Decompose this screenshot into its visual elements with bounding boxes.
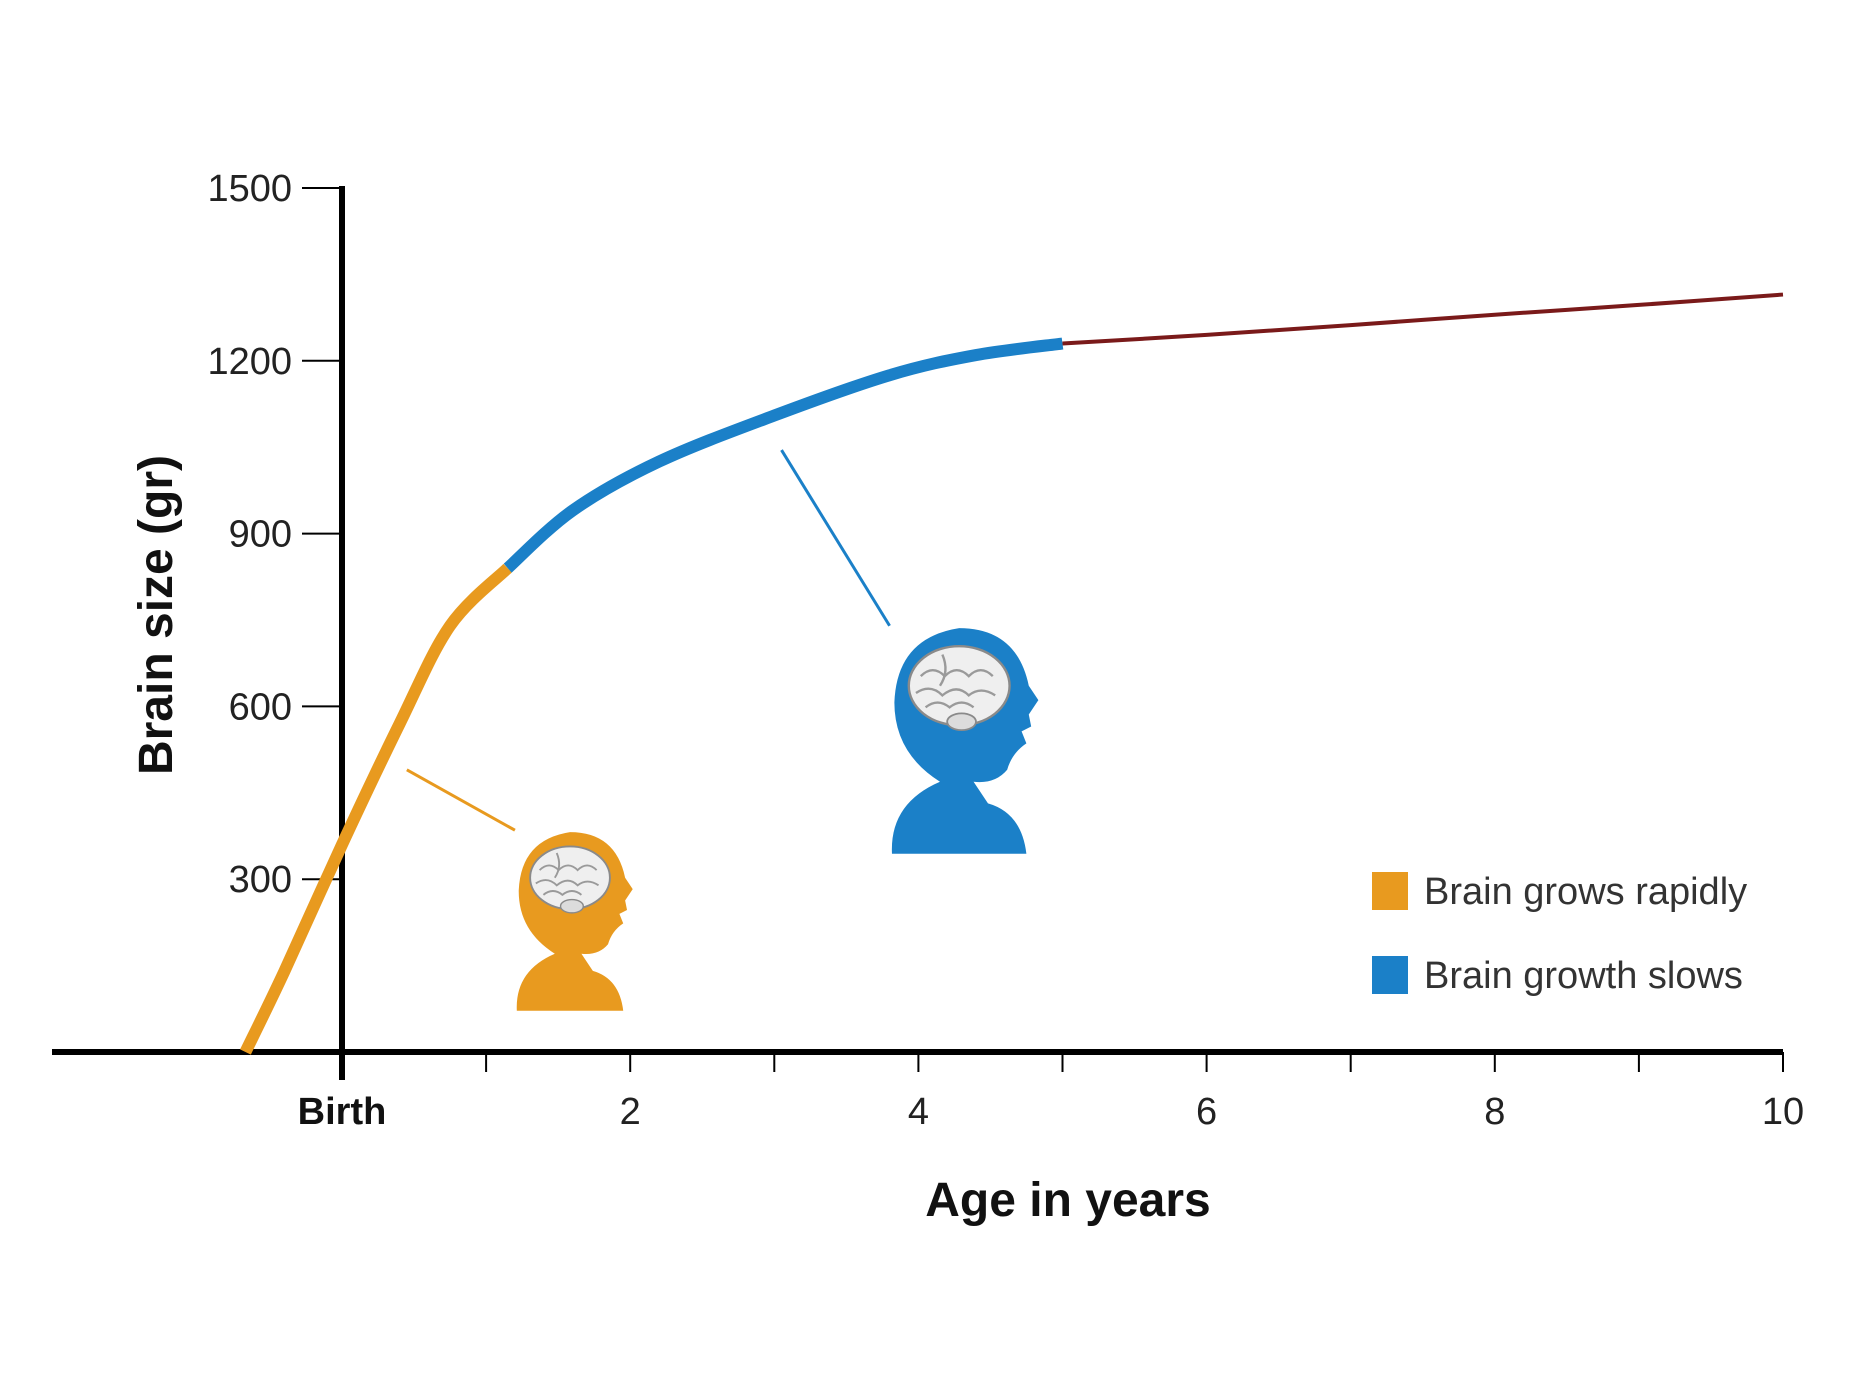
y-tick-label: 300 xyxy=(229,859,292,901)
series-segment-2 xyxy=(503,337,1064,573)
axes xyxy=(52,186,1783,1080)
x-minor-ticks xyxy=(485,1052,1784,1072)
legend: Brain grows rapidly Brain growth slows xyxy=(1372,871,1747,997)
child-head-leader-line xyxy=(780,449,891,627)
legend-swatch xyxy=(1372,956,1408,994)
annotations xyxy=(406,449,1039,1011)
x-tick-label: 2 xyxy=(620,1091,641,1133)
infant-head-icon xyxy=(516,832,633,1011)
x-tick-label: 10 xyxy=(1762,1091,1804,1133)
infant-head-leader-line xyxy=(406,768,516,832)
child-head-icon xyxy=(891,628,1039,854)
y-tick-label: 900 xyxy=(229,514,292,556)
x-ticks: Birth 2 4 6 8 10 xyxy=(298,1091,1804,1133)
series-segment-3 xyxy=(1062,292,1784,346)
y-ticks: 300 600 900 1200 1500 xyxy=(207,168,342,901)
y-tick-label: 1200 xyxy=(207,341,292,383)
y-axis-title: Brain size (gr) xyxy=(130,455,183,775)
legend-label: Brain grows rapidly xyxy=(1424,871,1747,913)
legend-swatch xyxy=(1372,872,1408,910)
series-segments xyxy=(240,292,1784,1055)
x-tick-label: 6 xyxy=(1196,1091,1217,1133)
x-tick-label: 4 xyxy=(908,1091,929,1133)
y-tick-label: 1500 xyxy=(207,168,292,210)
y-tick-label: 600 xyxy=(229,686,292,728)
series-segment-1 xyxy=(240,563,512,1055)
x-tick-label: 8 xyxy=(1484,1091,1505,1133)
legend-label: Brain growth slows xyxy=(1424,955,1743,997)
x-axis-title: Age in years xyxy=(925,1174,1210,1227)
x-tick-label-birth: Birth xyxy=(298,1091,387,1133)
